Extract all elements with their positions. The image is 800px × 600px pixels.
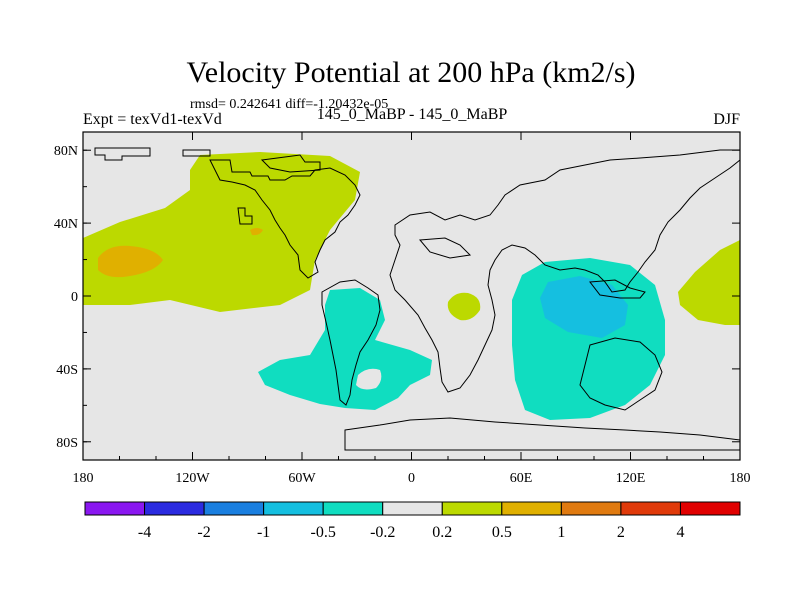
colorbar-box-6 <box>441 501 503 516</box>
chart-title: Velocity Potential at 200 hPa (km2/s) <box>186 56 635 89</box>
y-tick-label-0: 80N <box>54 144 78 159</box>
y-tick-label-1: 40N <box>54 217 78 232</box>
coast-hudson <box>237 207 253 225</box>
chart-subtitle: rmsd= 0.242641 diff=-1.20432e-05 <box>190 97 388 112</box>
colorbar-box-0 <box>84 501 146 516</box>
colorbar-box-10 <box>679 501 741 516</box>
contour-negative-south-america <box>258 288 432 410</box>
colorbar-label-0: -4 <box>138 524 151 541</box>
colorbar-box-2 <box>203 501 265 516</box>
colorbar-label-9: 4 <box>676 524 684 541</box>
colorbar-box-4 <box>322 501 384 516</box>
coast-north-america <box>209 159 361 279</box>
colorbar-label-3: -0.5 <box>311 524 336 541</box>
contour-positive-east-pacific <box>678 240 740 325</box>
experiment-label: Expt = texVd1-texVd <box>83 111 222 128</box>
contour-mid-negative-indian <box>540 276 628 338</box>
coast-arctic-2 <box>182 149 211 157</box>
colorbar-box-3 <box>263 501 324 516</box>
colorbar-label-4: -0.2 <box>370 524 395 541</box>
colorbar-label-5: 0.2 <box>432 524 452 541</box>
colorbar-box-9 <box>620 501 681 516</box>
colorbar: -4 -2 -1 -0.5 -0.2 0.2 0.5 1 2 4 <box>84 501 741 541</box>
colorbar-box-5 <box>382 501 443 516</box>
coast-australia <box>579 337 663 411</box>
contour-fills <box>83 152 740 420</box>
contour-mid-positive-pacific <box>98 245 163 278</box>
x-tick-label-0: 180 <box>73 471 94 486</box>
colorbar-label-2: -1 <box>257 524 270 541</box>
season-label: DJF <box>713 111 740 128</box>
contour-positive-pacific <box>83 152 360 312</box>
coast-maritime <box>589 279 646 299</box>
y-tick-label-3: 40S <box>56 363 78 378</box>
colorbar-label-1: -2 <box>197 524 210 541</box>
colorbar-box-1 <box>144 501 205 516</box>
coast-antarctica <box>344 417 740 451</box>
colorbar-label-6: 0.5 <box>492 524 512 541</box>
x-tick-label-5: 120E <box>616 471 646 486</box>
y-tick-label-4: 80S <box>56 436 78 451</box>
contour-positive-africa <box>447 292 481 321</box>
coast-arctic-1 <box>94 147 151 161</box>
coastlines <box>94 147 740 451</box>
coast-eurasia <box>389 149 740 393</box>
colorbar-label-8: 2 <box>617 524 625 541</box>
colorbar-label-7: 1 <box>557 524 565 541</box>
x-tick-label-6: 180 <box>730 471 751 486</box>
period-label: 145_0_MaBP - 145_0_MaBP <box>317 106 508 123</box>
x-tick-label-4: 60E <box>510 471 533 486</box>
contour-gap-south-atlantic <box>356 368 382 390</box>
x-tick-label-3: 0 <box>408 471 415 486</box>
coast-canada-islands <box>260 154 321 173</box>
x-axis: 180 120W 60W 0 60E 120E 180 <box>73 132 751 486</box>
colorbar-box-7 <box>501 501 562 516</box>
x-tick-label-2: 60W <box>288 471 316 486</box>
coast-south-america <box>321 279 381 406</box>
contour-mid-positive-small <box>250 228 263 236</box>
y-axis: 80N 40N 0 40S 80S <box>54 144 740 451</box>
y-tick-label-2: 0 <box>71 290 78 305</box>
x-tick-label-1: 120W <box>175 471 210 486</box>
colorbar-box-8 <box>560 501 622 516</box>
coast-mediterranean <box>418 237 472 259</box>
